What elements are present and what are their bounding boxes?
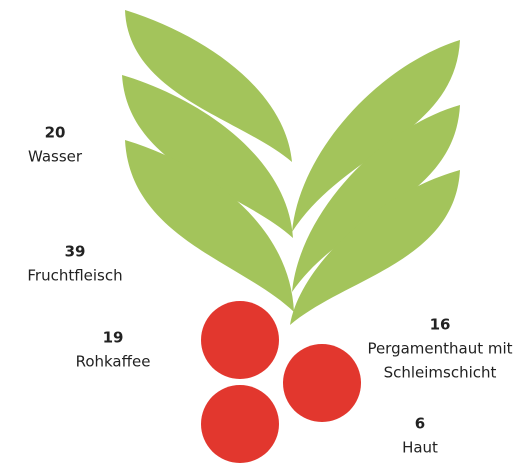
cherry <box>201 385 279 463</box>
value: 16 <box>430 316 451 334</box>
cherry <box>201 301 279 379</box>
leaves <box>122 10 460 325</box>
label: Rohkaffee <box>76 353 151 371</box>
label: Wasser <box>28 148 83 166</box>
infographic: 20 Wasser 39 Fruchtfleisch 19 Rohkaffee 16 Perg… <box>0 0 530 463</box>
cherry <box>283 344 361 422</box>
label: Pergamenthaut mit <box>367 340 512 358</box>
value: 19 <box>103 329 124 347</box>
label: Fruchtfleisch <box>27 267 122 285</box>
label: Haut <box>402 439 438 457</box>
cherries <box>201 301 361 463</box>
value: 39 <box>65 243 86 261</box>
label: Schleimschicht <box>384 364 497 382</box>
value: 20 <box>45 124 66 142</box>
value: 6 <box>415 415 425 433</box>
